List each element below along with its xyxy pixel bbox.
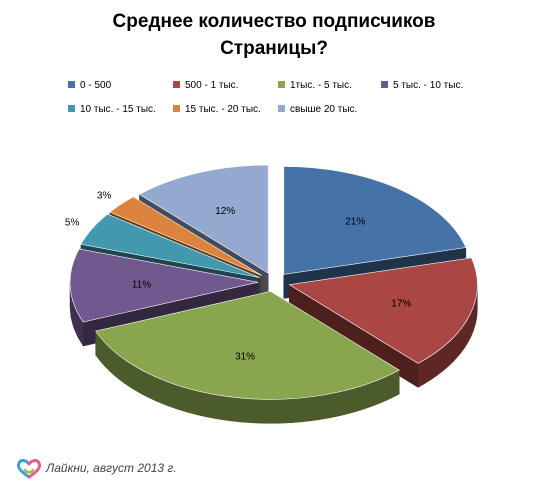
legend-swatch <box>173 105 180 112</box>
chart-title-line-1: Среднее количество подписчиков <box>112 11 436 32</box>
chart-title: Среднее количество подписчиков Страницы? <box>0 8 548 62</box>
legend-swatch <box>381 81 388 88</box>
data-label: 5% <box>65 218 80 229</box>
legend-label: 1тыс. - 5 тыс. <box>290 80 352 91</box>
pie-slice-5 <box>80 213 260 278</box>
legend: 0 - 500 500 - 1 тыс. 1тыс. - 5 тыс. 5 ты… <box>0 80 548 120</box>
legend-item-5k-10k: 5 тыс. - 10 тыс. <box>381 80 463 92</box>
pie-data-labels: 21% 17% 31% 11% 5% 3% 12% <box>65 191 412 363</box>
data-label: 21% <box>345 217 365 228</box>
legend-swatch <box>68 105 75 112</box>
legend-swatch <box>278 105 285 112</box>
data-label: 17% <box>391 298 411 309</box>
pie-slice-3 <box>95 291 400 400</box>
legend-label: свыше 20 тыс. <box>290 104 358 115</box>
footer-credit: Лайкни, август 2013 г. <box>46 461 177 475</box>
pie-tops <box>69 164 478 400</box>
legend-swatch <box>68 81 75 88</box>
pie-slice-2 <box>288 257 478 364</box>
legend-item-over-20k: свыше 20 тыс. <box>278 104 357 116</box>
legend-label: 15 тыс. - 20 тыс. <box>185 104 261 115</box>
pie-slice-1 <box>283 166 467 275</box>
data-label: 31% <box>235 352 255 363</box>
legend-item-10k-15k: 10 тыс. - 15 тыс. <box>68 104 156 116</box>
legend-item-500-1k: 500 - 1 тыс. <box>173 80 238 92</box>
legend-label: 10 тыс. - 15 тыс. <box>80 104 156 115</box>
pie-slice-6 <box>109 196 263 276</box>
data-label: 3% <box>97 191 112 202</box>
heart-logo-icon <box>16 459 42 479</box>
legend-swatch <box>278 81 285 88</box>
legend-item-15k-20k: 15 тыс. - 20 тыс. <box>173 104 261 116</box>
legend-label: 5 тыс. - 10 тыс. <box>393 80 464 91</box>
legend-label: 0 - 500 <box>80 80 112 91</box>
legend-swatch <box>173 81 180 88</box>
pie-slice-4 <box>69 248 259 323</box>
data-label: 11% <box>132 279 151 290</box>
data-label: 12% <box>215 206 235 217</box>
legend-label: 500 - 1 тыс. <box>185 80 239 91</box>
legend-item-1k-5k: 1тыс. - 5 тыс. <box>278 80 352 92</box>
chart-title-line-2: Страницы? <box>220 38 328 59</box>
pie-slice-7 <box>138 164 269 274</box>
legend-item-0-500: 0 - 500 <box>68 80 111 92</box>
